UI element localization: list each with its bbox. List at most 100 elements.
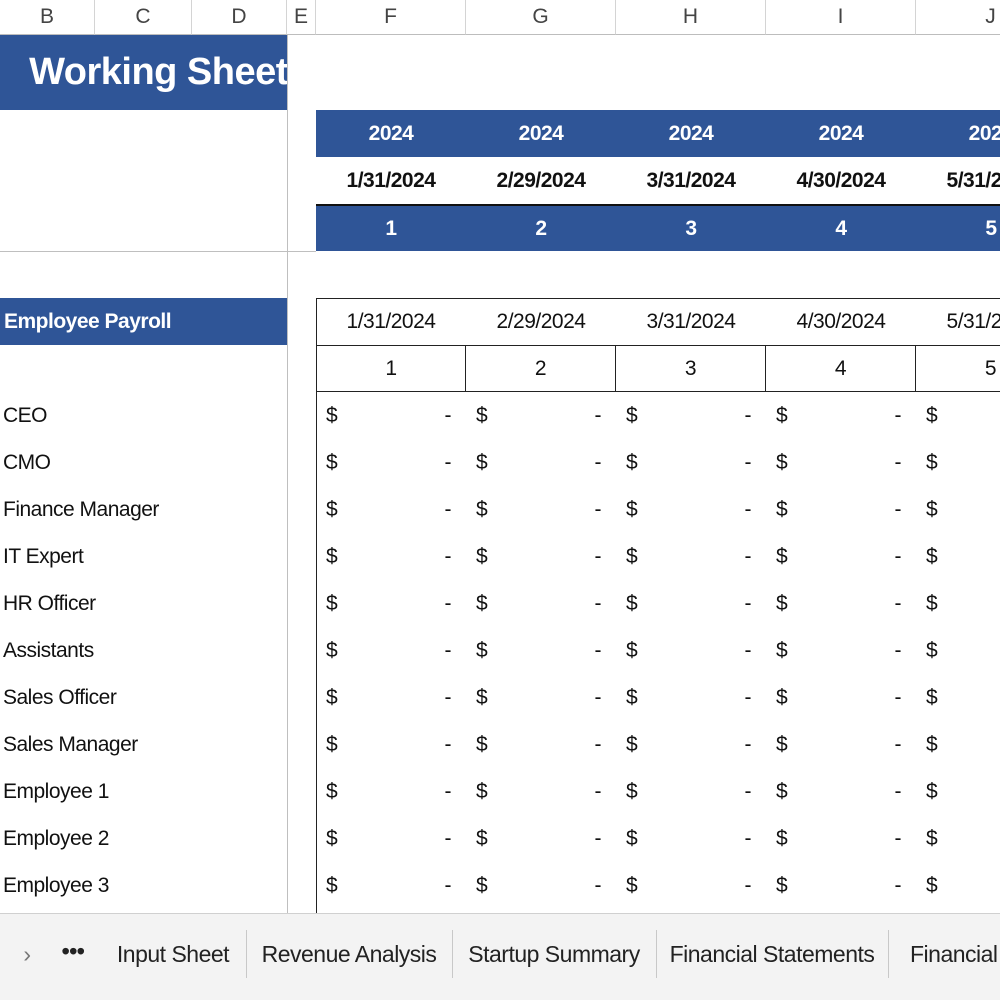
- amount-cell: -: [744, 591, 752, 615]
- currency-symbol: $: [626, 826, 638, 850]
- amount-cell: -: [444, 873, 452, 897]
- column-header: G: [466, 0, 616, 35]
- date-cell: 1/31/2024: [346, 309, 436, 333]
- amount-cell: -: [894, 873, 902, 897]
- currency-symbol: $: [326, 685, 338, 709]
- column-header: C: [95, 0, 192, 35]
- amount-cell: -: [444, 826, 452, 850]
- currency-symbol: $: [926, 544, 938, 568]
- amount-cell: -: [894, 403, 902, 427]
- currency-symbol: $: [326, 638, 338, 662]
- currency-symbol: $: [326, 826, 338, 850]
- currency-symbol: $: [926, 732, 938, 756]
- period-cell: 3: [685, 216, 697, 240]
- currency-symbol: $: [926, 873, 938, 897]
- currency-symbol: $: [776, 826, 788, 850]
- year-cell: 2024: [818, 121, 864, 145]
- currency-symbol: $: [776, 450, 788, 474]
- period-cell: 5: [916, 345, 1000, 392]
- currency-symbol: $: [776, 685, 788, 709]
- amount-cell: -: [444, 685, 452, 709]
- amount-cell: -: [594, 497, 602, 521]
- currency-symbol: $: [476, 544, 488, 568]
- amount-cell: -: [744, 873, 752, 897]
- sheet-tab[interactable]: Startup Summary: [468, 940, 640, 967]
- currency-symbol: $: [326, 544, 338, 568]
- currency-symbol: $: [476, 873, 488, 897]
- currency-symbol: $: [626, 873, 638, 897]
- amount-cell: -: [894, 497, 902, 521]
- year-cell: 2024: [368, 121, 414, 145]
- currency-symbol: $: [476, 685, 488, 709]
- amount-cell: -: [894, 826, 902, 850]
- date-cell: 3/31/2024: [646, 168, 736, 192]
- employee-label: Sales Manager: [3, 732, 138, 756]
- amount-cell: -: [744, 826, 752, 850]
- employee-label: Employee 3: [3, 873, 109, 897]
- amount-cell: -: [894, 685, 902, 709]
- amount-cell: -: [594, 779, 602, 803]
- currency-symbol: $: [776, 497, 788, 521]
- currency-symbol: $: [926, 403, 938, 427]
- year-cell: 2024: [668, 121, 714, 145]
- currency-symbol: $: [476, 826, 488, 850]
- column-header: B: [0, 0, 95, 35]
- sheet-tab[interactable]: Financial A: [910, 940, 1000, 967]
- currency-symbol: $: [476, 591, 488, 615]
- currency-symbol: $: [776, 591, 788, 615]
- currency-symbol: $: [926, 450, 938, 474]
- year-cell: 2024: [518, 121, 564, 145]
- amount-cell: -: [594, 591, 602, 615]
- currency-symbol: $: [326, 779, 338, 803]
- amount-cell: -: [594, 732, 602, 756]
- currency-symbol: $: [776, 403, 788, 427]
- amount-cell: -: [444, 732, 452, 756]
- currency-symbol: $: [926, 685, 938, 709]
- currency-symbol: $: [926, 779, 938, 803]
- period-cell: 5: [985, 216, 997, 240]
- currency-symbol: $: [626, 497, 638, 521]
- currency-symbol: $: [626, 450, 638, 474]
- tab-separator: [452, 930, 453, 978]
- row-divider: [0, 251, 316, 252]
- amount-cell: -: [594, 403, 602, 427]
- employee-label: Employee 1: [3, 779, 109, 803]
- currency-symbol: $: [626, 685, 638, 709]
- amount-cell: -: [744, 450, 752, 474]
- column-header: D: [192, 0, 287, 35]
- employee-label: CEO: [3, 403, 48, 427]
- amount-cell: -: [744, 497, 752, 521]
- more-tabs-button[interactable]: •••: [61, 938, 85, 964]
- currency-symbol: $: [476, 450, 488, 474]
- amount-cell: -: [444, 497, 452, 521]
- sheet-tab[interactable]: Revenue Analysis: [261, 940, 437, 967]
- employee-label: CMO: [3, 450, 51, 474]
- tab-separator: [888, 930, 889, 978]
- date-cell: 5/31/2024: [946, 168, 1000, 192]
- sheet-tab[interactable]: Financial Statements: [669, 940, 875, 967]
- amount-cell: -: [894, 779, 902, 803]
- year-band: [316, 110, 1000, 157]
- currency-symbol: $: [776, 779, 788, 803]
- period-band: [316, 204, 1000, 251]
- sheet-tab[interactable]: Input Sheet: [116, 940, 230, 967]
- employee-label: Assistants: [3, 638, 94, 662]
- currency-symbol: $: [626, 638, 638, 662]
- scroll-tabs-button[interactable]: ›: [23, 940, 31, 967]
- currency-symbol: $: [926, 826, 938, 850]
- column-header: F: [316, 0, 466, 35]
- column-header: E: [287, 0, 316, 35]
- amount-cell: -: [894, 638, 902, 662]
- sheet-tab-bar: › ••• Input Sheet Revenue Analysis Startup…: [0, 913, 1000, 1000]
- period-cell: 1: [316, 345, 466, 392]
- date-cell: 2/29/2024: [496, 309, 586, 333]
- amount-cell: -: [894, 732, 902, 756]
- currency-symbol: $: [326, 873, 338, 897]
- column-header: I: [766, 0, 916, 35]
- year-cell: 2024: [968, 121, 1000, 145]
- employee-label: Employee 2: [3, 826, 109, 850]
- period-cell: 4: [835, 216, 847, 240]
- amount-cell: -: [594, 638, 602, 662]
- date-cell: 5/31/2024: [946, 309, 1000, 333]
